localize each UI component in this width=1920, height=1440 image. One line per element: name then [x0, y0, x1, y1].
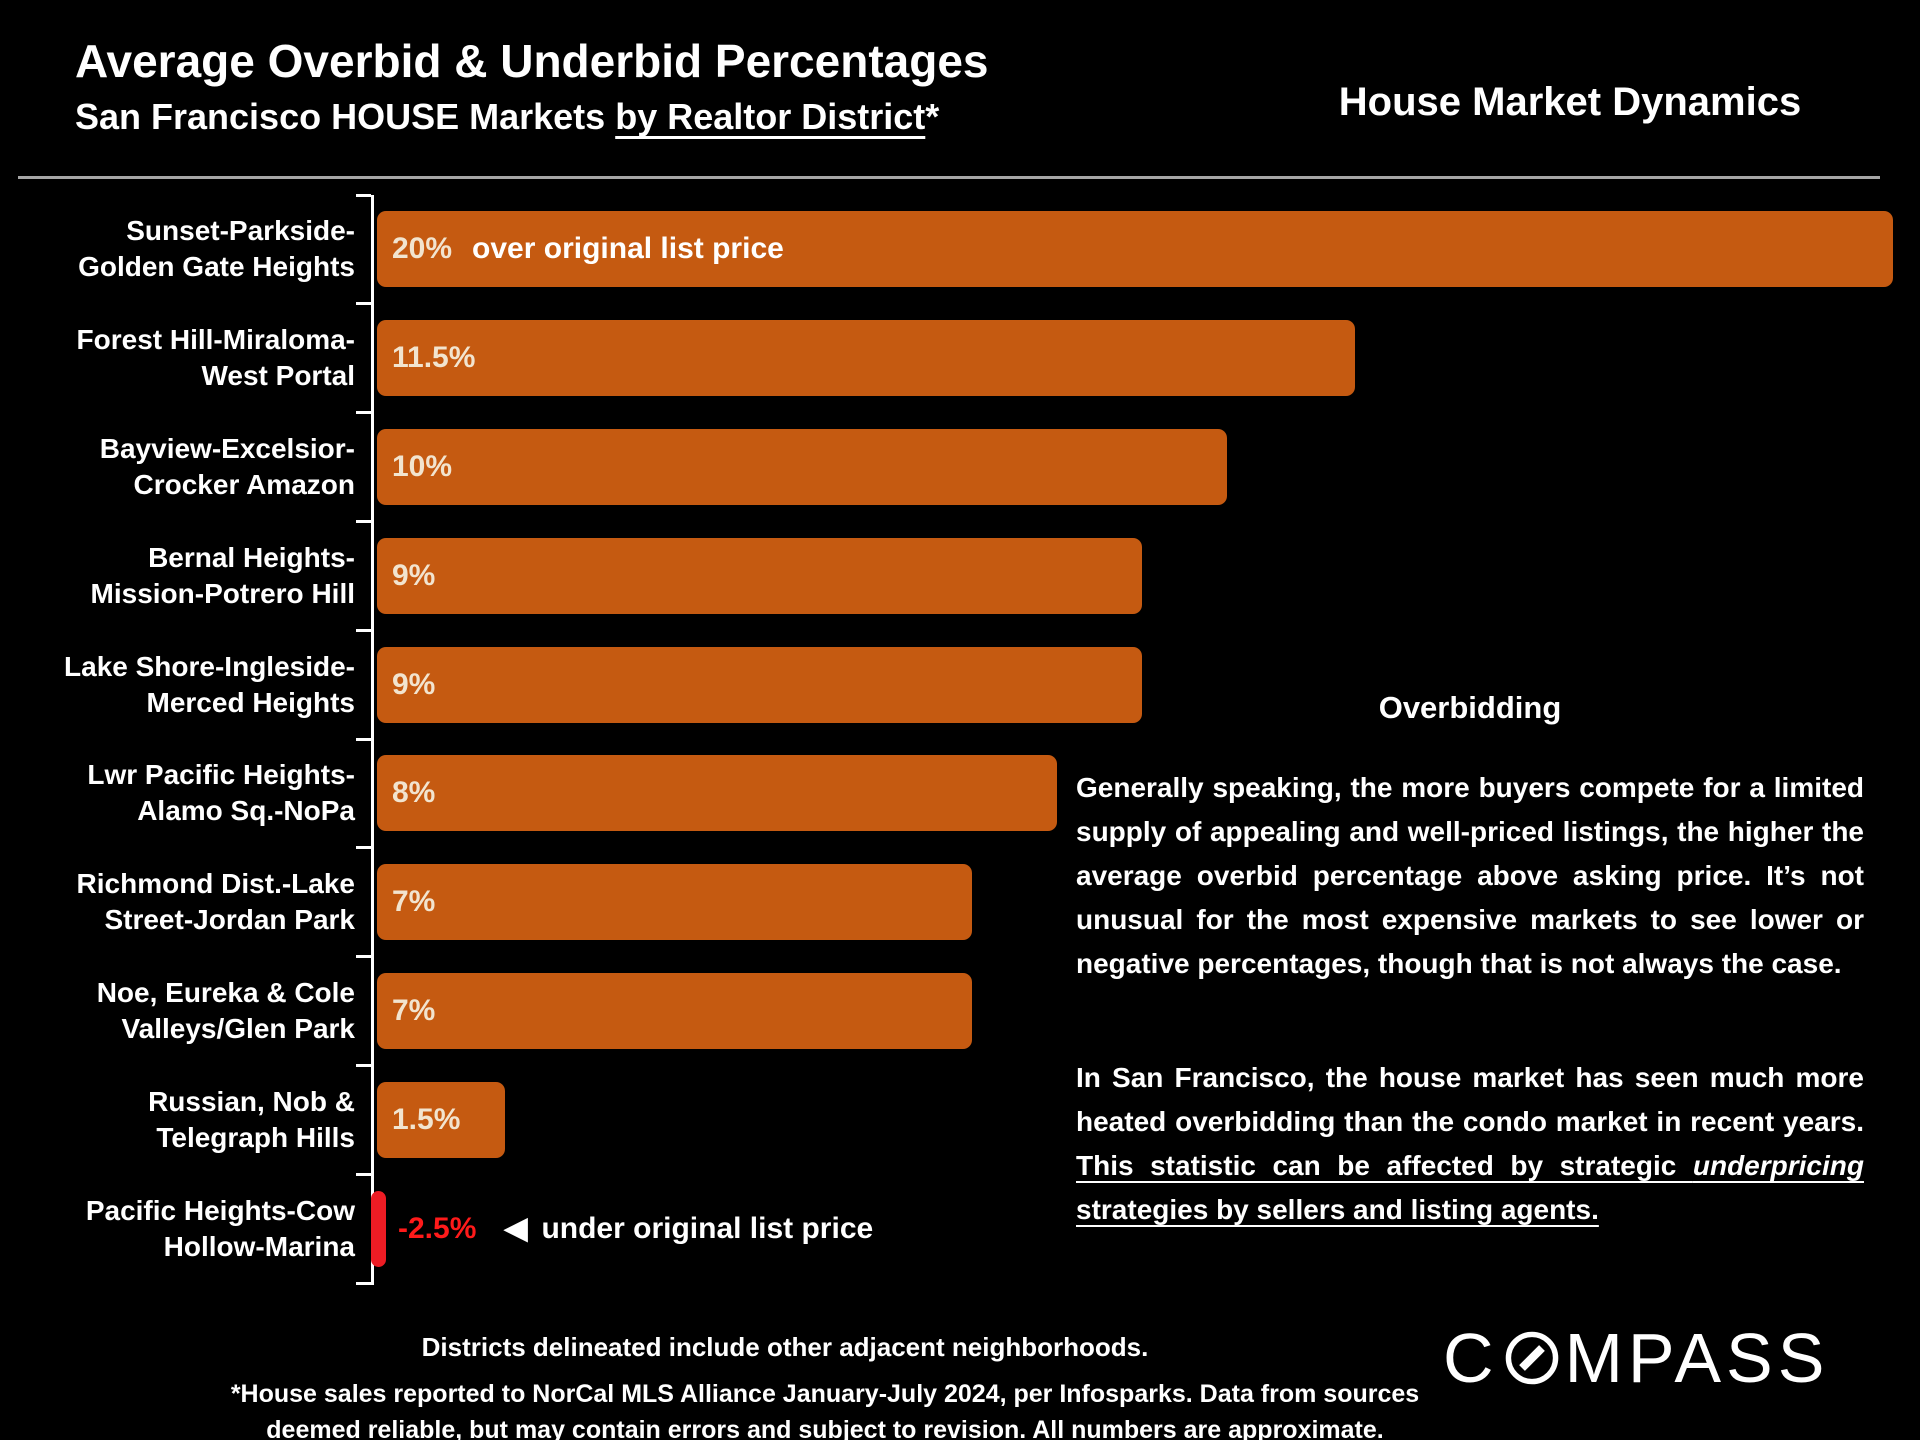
page-subtitle: San Francisco HOUSE Markets by Realtor D…: [75, 96, 939, 138]
subtitle-asterisk: *: [925, 96, 940, 137]
under-list-price-annotation: under original list price: [541, 1211, 874, 1245]
bar: 7%: [377, 864, 972, 941]
paragraph2-italic: underpricing: [1692, 1150, 1864, 1181]
category-label: Noe, Eureka & Cole Valleys/Glen Park: [96, 976, 355, 1044]
category-label: Lwr Pacific Heights- Alamo Sq.-NoPa: [87, 759, 355, 827]
y-axis-line: [371, 195, 374, 1285]
panel-paragraph-2: In San Francisco, the house market has s…: [1076, 1056, 1864, 1232]
logo-letters-mpass: MPASS: [1564, 1319, 1830, 1397]
paragraph2-underlined: This statistic can be affected by strate…: [1076, 1150, 1693, 1181]
axis-tick: [356, 519, 371, 523]
panel-paragraph-1: Generally speaking, the more buyers comp…: [1076, 772, 1864, 979]
negative-value-label: -2.5%: [398, 1211, 477, 1245]
paragraph2-underlined-end: strategies by sellers and listing agents…: [1076, 1194, 1599, 1225]
negative-bar-row: -2.5% ◀ under original list price: [371, 1190, 874, 1267]
compass-logo: C MPASS: [1443, 1322, 1829, 1394]
bar-value-label: 9%: [392, 558, 436, 592]
bar: 11.5%: [377, 320, 1355, 397]
bar: 1.5%: [377, 1081, 505, 1158]
axis-tick: [356, 193, 371, 197]
source-footnote: *House sales reported to NorCal MLS Alli…: [230, 1376, 1420, 1440]
category-label: Bernal Heights- Mission-Potrero Hill: [90, 541, 355, 609]
axis-tick: [356, 955, 371, 959]
bar-value-label: 20%: [392, 232, 453, 266]
category-label: Pacific Heights-Cow Hollow-Marina: [85, 1194, 355, 1262]
axis-tick: [356, 1281, 371, 1285]
bar-value-label: 9%: [392, 667, 436, 701]
header-divider-line: [18, 176, 1880, 179]
axis-tick: [356, 1172, 371, 1176]
negative-bar: [371, 1190, 386, 1267]
subtitle-prefix: San Francisco HOUSE Markets: [75, 96, 616, 137]
districts-note: Districts delineated include other adjac…: [421, 1332, 1149, 1362]
subtitle-underlined: by Realtor District: [615, 96, 926, 137]
panel-heading: Overbidding: [1378, 690, 1562, 725]
logo-letter-c: C: [1443, 1319, 1499, 1397]
bar: 9%: [377, 537, 1142, 614]
bar: 9%: [377, 646, 1142, 723]
header-right-title: House Market Dynamics: [1338, 80, 1802, 124]
axis-tick: [356, 302, 371, 306]
bar: 7%: [377, 973, 972, 1049]
axis-tick: [356, 846, 371, 850]
left-arrow-icon: ◀: [504, 1212, 528, 1246]
page-title: Average Overbid & Underbid Percentages: [75, 35, 989, 87]
axis-tick: [356, 1063, 371, 1067]
category-label: Forest Hill-Miraloma- West Portal: [76, 324, 355, 392]
axis-tick: [356, 737, 371, 741]
bar-value-label: 7%: [392, 885, 436, 919]
over-list-price-annotation: over original list price: [472, 232, 784, 266]
bar-value-label: 7%: [392, 994, 436, 1027]
category-label: Russian, Nob & Telegraph Hills: [148, 1085, 355, 1153]
bar-value-label: 11.5%: [392, 341, 476, 375]
category-label: Lake Shore-Ingleside- Merced Heights: [64, 650, 355, 718]
bar: 10%: [377, 429, 1227, 505]
source-footnote-line2: deemed reliable, but may contain errors …: [266, 1416, 1384, 1440]
compass-o-icon: [1505, 1331, 1558, 1385]
category-label: Sunset-Parkside- Golden Gate Heights: [78, 215, 355, 283]
bar: 20% over original list price: [377, 211, 1893, 288]
category-label: Bayview-Excelsior- Crocker Amazon: [99, 432, 355, 500]
category-label: Richmond Dist.-Lake Street-Jordan Park: [76, 868, 355, 936]
bar-value-label: 8%: [392, 776, 436, 810]
axis-tick: [356, 411, 371, 415]
bar: 8%: [377, 755, 1057, 832]
paragraph2-plain: In San Francisco, the house market has s…: [1076, 1062, 1864, 1137]
bar-value-label: 10%: [392, 450, 453, 483]
source-footnote-line1: *House sales reported to NorCal MLS Alli…: [230, 1380, 1420, 1408]
axis-tick: [356, 628, 371, 632]
bar-value-label: 1.5%: [392, 1102, 461, 1136]
